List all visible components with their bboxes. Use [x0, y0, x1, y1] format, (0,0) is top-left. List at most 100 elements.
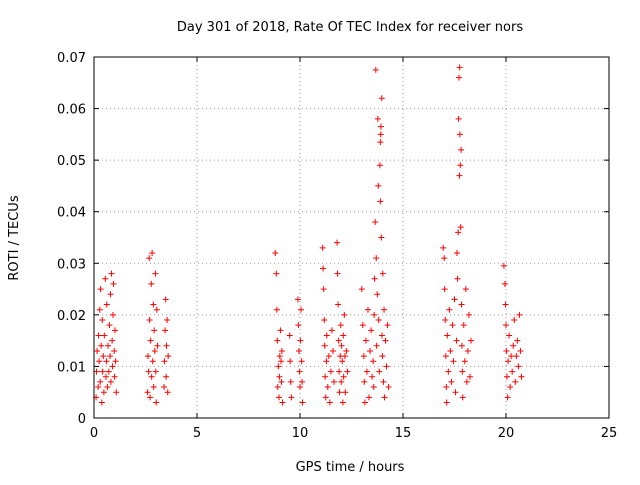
data-point: [452, 389, 459, 396]
x-tick-label: 15: [395, 426, 412, 441]
data-point: [443, 384, 450, 391]
y-axis-label: ROTI / TECUs: [7, 195, 22, 280]
data-point: [383, 363, 390, 370]
data-point: [321, 317, 328, 324]
plot-frame: [93, 56, 610, 419]
data-point: [367, 347, 374, 354]
data-point: [321, 342, 328, 349]
data-point: [113, 389, 120, 396]
data-point: [96, 306, 103, 313]
data-point: [330, 378, 337, 385]
data-point: [151, 347, 158, 354]
data-point: [372, 219, 379, 226]
data-point: [517, 347, 524, 354]
data-point: [441, 255, 448, 262]
data-point: [109, 337, 116, 344]
data-point: [100, 353, 107, 360]
data-point: [147, 394, 154, 401]
data-point: [460, 322, 467, 329]
data-point: [339, 399, 346, 406]
data-point: [505, 358, 512, 365]
data-point: [370, 384, 377, 391]
data-point: [501, 280, 508, 287]
data-point: [371, 311, 378, 318]
data-point: [455, 115, 462, 122]
x-tick-label: 25: [601, 426, 618, 441]
data-point: [377, 198, 384, 205]
data-point: [360, 353, 367, 360]
data-point: [153, 399, 160, 406]
data-point: [451, 296, 458, 303]
data-point: [146, 317, 153, 324]
data-point: [456, 131, 463, 138]
data-point: [378, 234, 385, 241]
data-point: [461, 358, 468, 365]
data-point: [109, 311, 116, 318]
data-point: [98, 342, 105, 349]
x-tick-label: 20: [498, 426, 515, 441]
data-point: [103, 358, 110, 365]
data-point: [443, 399, 450, 406]
data-point: [381, 394, 388, 401]
data-point: [465, 311, 472, 318]
data-point: [163, 373, 170, 380]
data-point: [278, 358, 285, 365]
data-point: [145, 368, 152, 375]
data-point: [341, 353, 348, 360]
data-point: [297, 337, 304, 344]
data-point: [453, 337, 460, 344]
data-point: [335, 301, 342, 308]
data-point: [287, 378, 294, 385]
data-point: [359, 322, 366, 329]
data-point: [288, 394, 295, 401]
data-point: [97, 378, 104, 385]
data-point: [366, 394, 373, 401]
data-point: [377, 123, 384, 130]
data-point: [149, 249, 156, 256]
data-point: [273, 270, 280, 277]
data-point: [455, 229, 462, 236]
data-point: [385, 384, 392, 391]
data-point: [104, 384, 111, 391]
data-point: [369, 373, 376, 380]
data-point: [341, 311, 348, 318]
data-point: [108, 270, 115, 277]
data-point: [109, 363, 116, 370]
data-point: [274, 337, 281, 344]
data-point: [102, 373, 109, 380]
data-point: [450, 358, 457, 365]
data-point: [343, 347, 350, 354]
data-point: [106, 322, 113, 329]
data-point: [148, 373, 155, 380]
data-point: [507, 384, 514, 391]
data-point: [372, 66, 379, 73]
data-point: [375, 182, 382, 189]
data-point: [273, 306, 280, 313]
data-point: [335, 337, 342, 344]
data-point: [440, 244, 447, 251]
data-point: [101, 332, 108, 339]
data-point: [334, 270, 341, 277]
data-point: [295, 322, 302, 329]
data-point: [162, 296, 169, 303]
data-point: [320, 286, 327, 293]
data-point: [377, 131, 384, 138]
data-point: [324, 384, 331, 391]
data-point: [299, 378, 306, 385]
data-point: [361, 399, 368, 406]
data-point: [513, 353, 520, 360]
chart-title: Day 301 of 2018, Rate Of TEC Index for r…: [177, 20, 523, 35]
data-point: [97, 286, 104, 293]
data-point: [277, 327, 284, 334]
data-point: [299, 399, 306, 406]
data-point: [94, 347, 101, 354]
data-point: [382, 337, 389, 344]
data-point: [161, 358, 168, 365]
data-point: [144, 389, 151, 396]
data-point: [503, 322, 509, 329]
data-point: [504, 373, 511, 380]
data-point: [503, 347, 510, 354]
data-point: [99, 368, 106, 375]
